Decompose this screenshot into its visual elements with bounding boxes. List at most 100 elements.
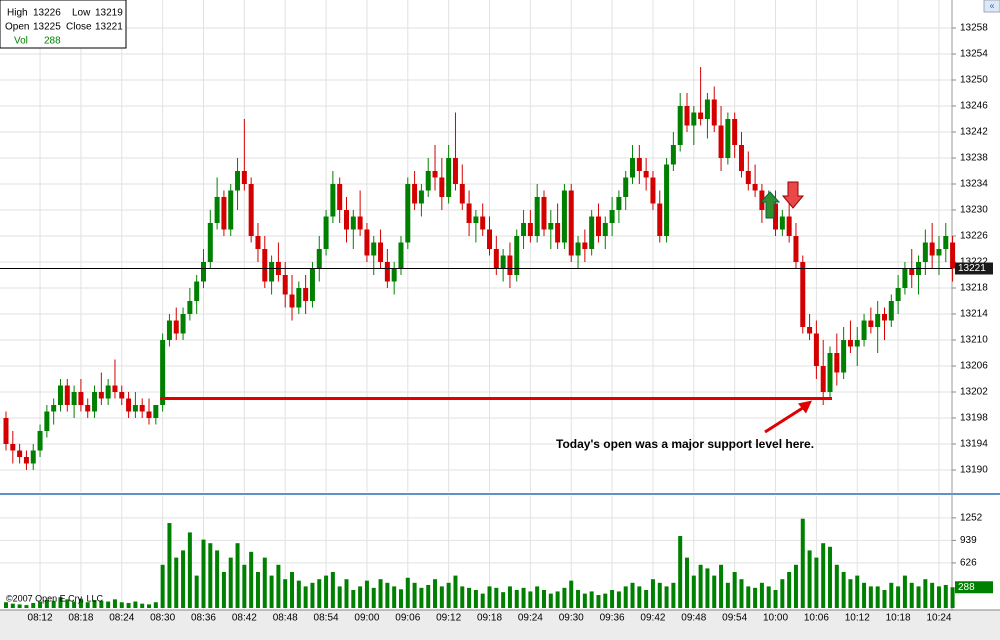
candle-body: [92, 392, 98, 412]
volume-bar: [187, 532, 192, 608]
volume-bar: [746, 586, 751, 608]
candle-body: [105, 385, 111, 399]
candle-body: [616, 197, 622, 210]
volume-tick-label: 626: [960, 558, 977, 569]
volume-bar: [732, 572, 737, 608]
candle-body: [575, 242, 581, 256]
candle-body: [412, 184, 418, 204]
volume-bar: [460, 586, 465, 608]
candle-body: [582, 242, 588, 249]
volume-bar: [685, 557, 689, 608]
candle-body: [459, 184, 465, 204]
candle-body: [119, 392, 125, 399]
y-tick-label: 13190: [960, 465, 988, 476]
candle-body: [595, 216, 601, 236]
volume-bar: [174, 557, 179, 608]
info-value: 288: [44, 36, 61, 47]
candle-body: [384, 262, 390, 282]
y-tick-label: 13198: [960, 413, 988, 424]
candle-body: [677, 106, 683, 145]
volume-bar: [317, 579, 322, 608]
volume-bar: [276, 564, 281, 608]
candle-body: [221, 197, 227, 230]
volume-bar: [691, 575, 696, 608]
volume-bar: [249, 551, 254, 608]
candle-body: [452, 158, 458, 184]
candle-body: [132, 405, 138, 412]
info-label: Vol: [14, 36, 28, 47]
buy-arrow: [759, 191, 781, 219]
current-price-box: [955, 262, 993, 275]
candle-body: [391, 268, 397, 282]
candle-body: [929, 242, 935, 256]
volume-bar: [324, 575, 329, 608]
y-tick-label: 13206: [960, 361, 988, 372]
annotation: Today's open was a major support level h…: [556, 437, 814, 451]
candle-body: [561, 190, 567, 243]
volume-bar: [78, 598, 83, 608]
volume-bar: [848, 579, 853, 608]
candle-body: [909, 268, 915, 275]
y-tick-label: 13226: [960, 231, 988, 242]
candle-body: [282, 275, 288, 295]
volume-bar: [228, 557, 233, 608]
candle-body: [636, 158, 642, 171]
volume-bar: [814, 557, 819, 608]
candle-body: [698, 112, 704, 119]
candle-body: [207, 223, 213, 262]
x-tick-label: 09:54: [722, 613, 747, 624]
volume-bar: [255, 572, 260, 608]
volume-bar: [787, 572, 792, 608]
candle-body: [248, 184, 254, 236]
candle-body: [847, 340, 853, 347]
volume-bar: [759, 582, 764, 608]
candle-body: [187, 301, 193, 314]
candle-body: [793, 236, 799, 262]
y-tick-label: 13222: [960, 257, 988, 268]
candle-body: [800, 262, 806, 327]
current-price-label: 13221: [958, 263, 986, 274]
x-tick-label: 08:12: [28, 613, 53, 624]
volume-bar: [862, 582, 867, 608]
candle-body: [609, 210, 615, 223]
volume-bar: [487, 586, 492, 608]
candle-body: [17, 450, 23, 457]
volume-bar: [678, 536, 683, 608]
volume-bar: [215, 550, 220, 608]
volume-bar: [494, 587, 499, 608]
volume-bar: [262, 557, 267, 608]
volume-bar: [896, 586, 901, 608]
candle-body: [786, 216, 792, 236]
volume-bar: [330, 572, 335, 608]
volume-bar: [800, 518, 805, 608]
volume-bar: [17, 604, 22, 608]
info-value: 13226: [33, 8, 61, 19]
candle-body: [691, 112, 697, 126]
volume-bar: [221, 572, 226, 608]
candle-body: [173, 320, 179, 334]
volume-bar: [855, 575, 860, 608]
y-tick-label: 13210: [960, 335, 988, 346]
volume-bar: [480, 593, 485, 608]
candle-body: [480, 216, 486, 230]
candle-body: [779, 216, 785, 230]
candle-body: [881, 314, 887, 321]
volume-bar: [793, 564, 798, 608]
volume-bar: [664, 586, 669, 608]
x-tick-label: 09:36: [600, 613, 625, 624]
annotation-arrowhead: [798, 400, 812, 414]
volume-tick-label: 1252: [960, 512, 983, 523]
volume-bar: [521, 587, 526, 608]
volume-bar: [582, 593, 587, 608]
volume-bar: [725, 582, 730, 608]
collapse-icon[interactable]: «: [989, 0, 994, 10]
candle-body: [51, 405, 57, 412]
candle-body: [98, 392, 104, 399]
collapse-button[interactable]: [983, 0, 1000, 13]
y-tick-label: 13194: [960, 439, 988, 450]
candle-body: [650, 177, 656, 204]
volume-bar: [208, 543, 213, 608]
candle-body: [602, 223, 608, 236]
volume-bar: [85, 602, 90, 608]
candle-body: [820, 366, 826, 392]
